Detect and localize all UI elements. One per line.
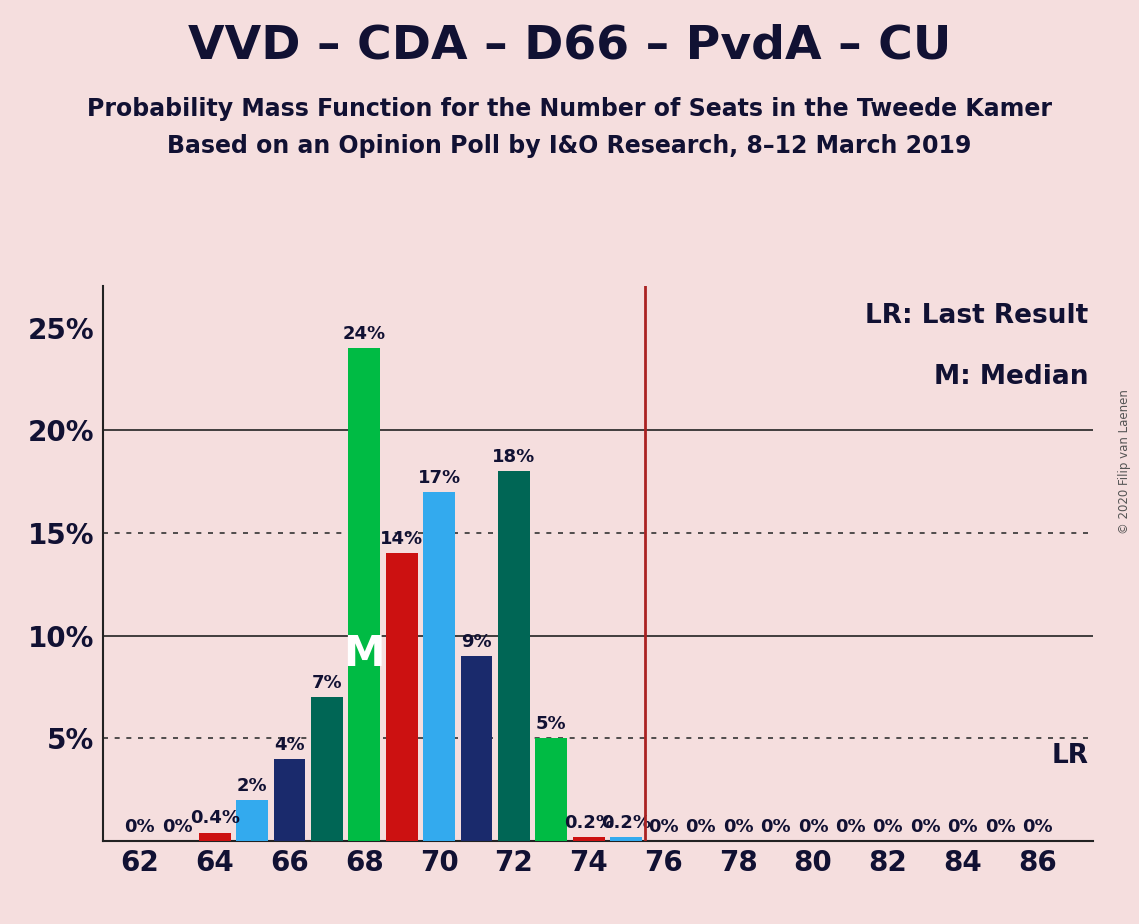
Text: 0.4%: 0.4% [190, 809, 239, 828]
Text: 5%: 5% [536, 715, 566, 733]
Text: 0%: 0% [910, 818, 941, 835]
Text: 7%: 7% [312, 674, 342, 692]
Text: VVD – CDA – D66 – PvdA – CU: VVD – CDA – D66 – PvdA – CU [188, 23, 951, 68]
Text: M: Median: M: Median [934, 364, 1089, 390]
Bar [199, 833, 230, 841]
Bar [424, 492, 454, 841]
Text: 0%: 0% [686, 818, 716, 835]
Text: 18%: 18% [492, 448, 535, 466]
Bar [498, 471, 530, 841]
Bar [535, 738, 567, 841]
Text: 24%: 24% [343, 325, 386, 343]
Bar [573, 837, 605, 841]
Bar [386, 553, 418, 841]
Text: 2%: 2% [237, 777, 268, 795]
Bar [611, 837, 642, 841]
Text: 0%: 0% [984, 818, 1015, 835]
Bar [311, 697, 343, 841]
Text: 0%: 0% [723, 818, 754, 835]
Text: 0%: 0% [1022, 818, 1052, 835]
Text: 14%: 14% [380, 530, 424, 548]
Text: 0%: 0% [872, 818, 903, 835]
Text: 0%: 0% [162, 818, 192, 835]
Text: 17%: 17% [418, 468, 460, 487]
Text: LR: Last Result: LR: Last Result [866, 303, 1089, 329]
Text: 0%: 0% [124, 818, 155, 835]
Text: 0%: 0% [797, 818, 828, 835]
Bar [349, 348, 380, 841]
Text: M: M [344, 633, 385, 675]
Text: Based on an Opinion Poll by I&O Research, 8–12 March 2019: Based on an Opinion Poll by I&O Research… [167, 134, 972, 158]
Bar [236, 800, 268, 841]
Text: Probability Mass Function for the Number of Seats in the Tweede Kamer: Probability Mass Function for the Number… [87, 97, 1052, 121]
Text: 0%: 0% [948, 818, 978, 835]
Text: LR: LR [1051, 743, 1089, 769]
Text: 9%: 9% [461, 633, 492, 650]
Text: 0.2%: 0.2% [564, 814, 614, 832]
Text: 0%: 0% [835, 818, 866, 835]
Bar [273, 759, 305, 841]
Text: 0%: 0% [648, 818, 679, 835]
Text: 0.2%: 0.2% [601, 814, 652, 832]
Text: 4%: 4% [274, 736, 305, 754]
Bar [460, 656, 492, 841]
Text: © 2020 Filip van Laenen: © 2020 Filip van Laenen [1118, 390, 1131, 534]
Text: 0%: 0% [760, 818, 790, 835]
